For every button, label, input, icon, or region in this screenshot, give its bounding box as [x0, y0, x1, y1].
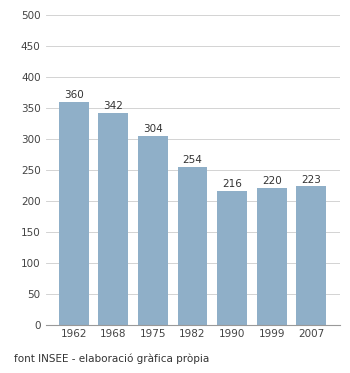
Bar	[257, 188, 287, 325]
Text: 220: 220	[262, 176, 281, 186]
Text: 223: 223	[301, 175, 321, 185]
Text: 360: 360	[64, 90, 84, 100]
Bar	[178, 167, 207, 325]
Text: font INSEE - elaboració gràfica pròpia: font INSEE - elaboració gràfica pròpia	[14, 353, 209, 364]
Text: 216: 216	[222, 179, 242, 189]
Bar	[296, 186, 326, 325]
Bar	[59, 101, 89, 325]
Bar	[217, 191, 247, 325]
Bar	[98, 113, 128, 325]
Bar	[138, 136, 168, 325]
Text: 304: 304	[143, 125, 163, 134]
Text: 254: 254	[183, 156, 202, 165]
Text: 342: 342	[103, 101, 123, 111]
